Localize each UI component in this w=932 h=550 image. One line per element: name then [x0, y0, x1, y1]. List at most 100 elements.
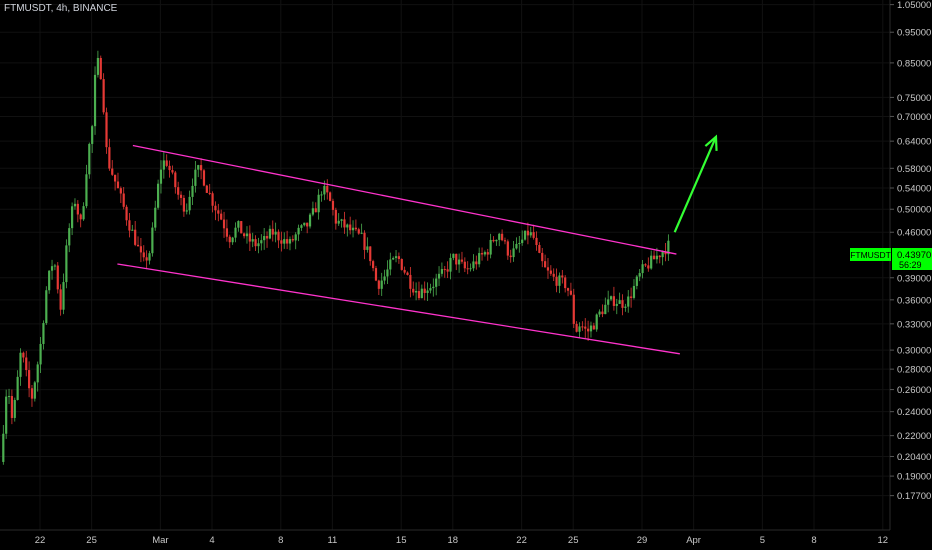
- candle-body: [277, 231, 280, 241]
- candle-body: [521, 239, 524, 243]
- candle-body: [294, 234, 297, 241]
- candle-body: [251, 239, 254, 242]
- candle-body: [76, 203, 79, 215]
- candle-body: [59, 289, 62, 310]
- candle-body: [589, 325, 593, 332]
- candle-body: [260, 240, 263, 244]
- candle-body: [503, 240, 507, 242]
- candle-body: [265, 236, 269, 239]
- x-tick-label: 15: [396, 535, 407, 546]
- candle-body: [68, 228, 71, 246]
- y-tick-label: 0.95000: [897, 28, 931, 39]
- candle-body: [200, 165, 203, 171]
- candle-body: [125, 206, 128, 221]
- candle-body: [535, 237, 538, 246]
- candle-body: [10, 396, 14, 418]
- time-axis[interactable]: 22 25 Mar 4 8 11 15 18 22 25 29 Apr 5 8 12: [35, 535, 888, 546]
- candle-body: [400, 259, 403, 270]
- candle-body: [214, 205, 217, 211]
- y-tick-label: 0.46000: [897, 228, 931, 239]
- candle-body: [248, 233, 251, 242]
- candle-body: [291, 239, 294, 241]
- x-tick-label: 4: [209, 535, 214, 546]
- candle-body: [268, 228, 272, 239]
- candle-body: [386, 269, 389, 277]
- x-tick-label: 22: [35, 535, 46, 546]
- candle-body: [53, 265, 57, 267]
- candle-body: [271, 228, 274, 235]
- candle-body: [369, 246, 372, 262]
- candle-body: [406, 272, 409, 275]
- candle-body: [598, 311, 601, 315]
- x-tick-label: 8: [811, 535, 816, 546]
- candle-body: [71, 206, 74, 229]
- candle-body: [317, 194, 320, 213]
- candle-body: [128, 220, 131, 231]
- candle-body: [139, 246, 143, 253]
- candle-body: [377, 280, 380, 289]
- candle-body: [607, 299, 610, 305]
- candle-body: [308, 214, 312, 227]
- candle-body: [303, 222, 306, 226]
- candle-body: [131, 229, 134, 231]
- candle-body: [644, 264, 647, 266]
- candle-body: [552, 273, 555, 277]
- candle-body: [483, 252, 487, 255]
- candle-body: [151, 227, 154, 254]
- candle-body: [329, 192, 332, 201]
- candle-body: [501, 233, 504, 241]
- candle-body: [188, 196, 191, 211]
- x-tick-label: Apr: [686, 535, 701, 546]
- candle-body: [446, 269, 449, 272]
- candle-body: [145, 257, 148, 261]
- candle-body: [19, 352, 22, 377]
- candle-body: [119, 188, 122, 194]
- candle-body: [564, 277, 567, 289]
- candle-body: [280, 240, 283, 244]
- candle-body: [91, 126, 94, 144]
- y-tick-label: 0.39000: [897, 273, 931, 284]
- candle-body: [85, 174, 88, 207]
- candle-body: [397, 256, 401, 260]
- x-tick-label: 8: [278, 535, 283, 546]
- candle-body: [440, 269, 444, 274]
- candle-body: [604, 304, 607, 315]
- candle-body: [245, 233, 249, 237]
- y-tick-label: 0.26000: [897, 385, 931, 396]
- candle-body: [612, 296, 616, 306]
- candle-body: [182, 197, 186, 212]
- candle-body: [627, 296, 630, 307]
- candle-body: [443, 269, 446, 271]
- price-axis[interactable]: 1.05000 0.95000 0.85000 0.75000 0.70000 0.640…: [890, 0, 931, 502]
- candle-body: [237, 221, 240, 228]
- candle-body: [558, 275, 561, 286]
- candle-body: [515, 243, 518, 249]
- price-tag-symbol: FTMUSDT: [850, 250, 891, 260]
- y-tick-label: 0.19000: [897, 472, 931, 483]
- x-tick-label: 18: [448, 535, 459, 546]
- x-tick-label: 25: [568, 535, 579, 546]
- candle-body: [263, 236, 266, 241]
- candle-body: [148, 253, 151, 261]
- candle-body: [16, 376, 19, 400]
- candle-body: [105, 112, 108, 148]
- y-tick-label: 0.64000: [897, 137, 931, 148]
- candle-body: [211, 193, 214, 206]
- candle-body: [529, 232, 532, 236]
- breakout-arrow-head: [704, 134, 718, 151]
- candle-body: [165, 160, 168, 166]
- candle-body: [403, 269, 406, 273]
- candle-body: [326, 185, 329, 193]
- candle-body: [314, 208, 317, 213]
- candle-body: [661, 251, 664, 258]
- candle-body: [297, 227, 300, 235]
- candle-body: [320, 194, 323, 196]
- candle-body: [42, 323, 45, 344]
- candle-body: [452, 253, 455, 258]
- candle-body: [435, 278, 438, 287]
- candle-body: [202, 170, 206, 186]
- chart-title: FTMUSDT, 4h, BINANCE: [4, 3, 118, 14]
- y-tick-label: 0.54000: [897, 184, 931, 195]
